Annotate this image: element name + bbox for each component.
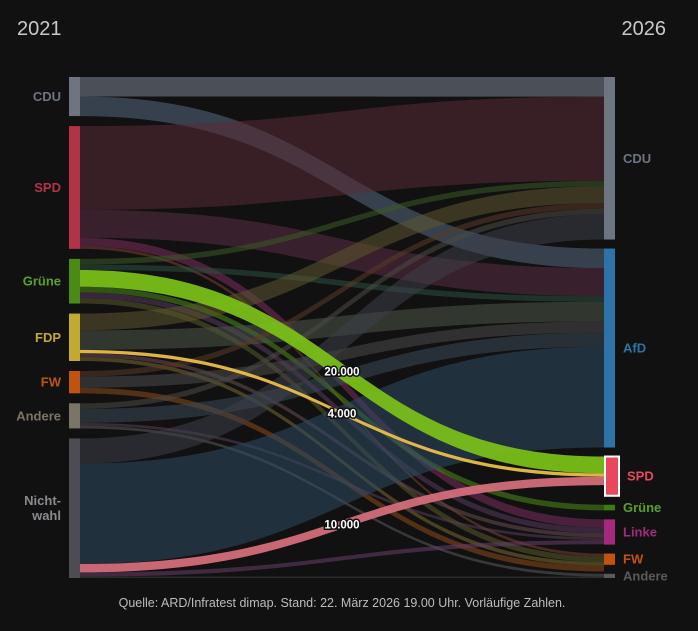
flow-gruene-to-gruene <box>80 286 604 511</box>
right-node-fw <box>604 553 615 565</box>
flow-value-label-gruene: 20.000 <box>324 367 359 379</box>
left-node-nichtwahl <box>69 438 80 578</box>
flow-nichtwahl-to-afd <box>80 346 604 565</box>
right-node-label-fw: FW <box>623 552 644 567</box>
flow-value-label-fdp: 4.000 <box>328 408 357 420</box>
flow-nichtwahl-to-spd <box>80 476 604 573</box>
flow-fw-to-cdu <box>80 203 604 377</box>
flow-nichtwahl-to-andere <box>80 576 604 578</box>
flow-gruene-to-afd <box>80 264 604 302</box>
flow-nichtwahl-to-cdu <box>80 214 604 464</box>
flow-gruene-to-spd <box>80 270 604 474</box>
nodes-layer <box>69 77 620 578</box>
left-node-label-spd: SPD <box>34 180 61 195</box>
flow-nichtwahl-to-linke <box>80 540 604 577</box>
left-node-fw <box>69 370 80 394</box>
flow-fdp-to-cdu <box>80 186 604 331</box>
flow-spd-to-cdu <box>80 96 604 210</box>
left-node-cdu <box>69 77 80 117</box>
left-node-label-gruene: Grüne <box>23 274 61 289</box>
right-node-cdu <box>604 77 615 240</box>
flow-fdp-to-afd <box>80 301 604 350</box>
right-node-spd <box>604 455 620 497</box>
right-node-label-gruene: Grüne <box>623 500 661 515</box>
right-node-label-cdu: CDU <box>623 151 651 166</box>
left-node-label-nichtwahl: Nicht-wahl <box>24 493 61 523</box>
left-node-label-andere: Andere <box>16 408 61 423</box>
left-node-label-cdu: CDU <box>33 89 61 104</box>
left-node-spd <box>69 126 80 249</box>
source-note: Quelle: ARD/Infratest dimap. Stand: 22. … <box>118 596 566 610</box>
right-node-label-afd: AfD <box>623 341 646 356</box>
left-node-label-fdp: FDP <box>35 330 61 345</box>
flows-layer <box>80 77 604 578</box>
flow-gruene-to-cdu <box>80 180 604 265</box>
right-node-label-linke: Linke <box>623 524 657 539</box>
year-left-label: 2021 <box>17 18 62 40</box>
left-node-andere <box>69 403 80 429</box>
right-node-label-andere: Andere <box>623 568 668 583</box>
labels-layer: 20.0004.00010.000CDUSPDGrüneFDPFWAndereN… <box>16 89 668 583</box>
flow-fw-to-afd <box>80 321 604 388</box>
right-node-label-spd: SPD <box>627 469 654 484</box>
flow-cdu-to-cdu <box>80 77 604 97</box>
right-node-andere <box>604 573 615 578</box>
right-node-linke <box>604 519 615 545</box>
left-node-fdp <box>69 313 80 361</box>
flow-andere-to-cdu <box>80 208 604 409</box>
left-node-label-fw: FW <box>41 375 62 390</box>
right-node-gruene <box>604 504 615 511</box>
year-right-label: 2026 <box>621 18 667 40</box>
left-node-gruene <box>69 258 80 304</box>
right-node-afd <box>604 248 615 448</box>
flow-fdp-to-spd <box>80 349 604 477</box>
flow-value-label-nichtwahl: 10.000 <box>324 520 359 532</box>
